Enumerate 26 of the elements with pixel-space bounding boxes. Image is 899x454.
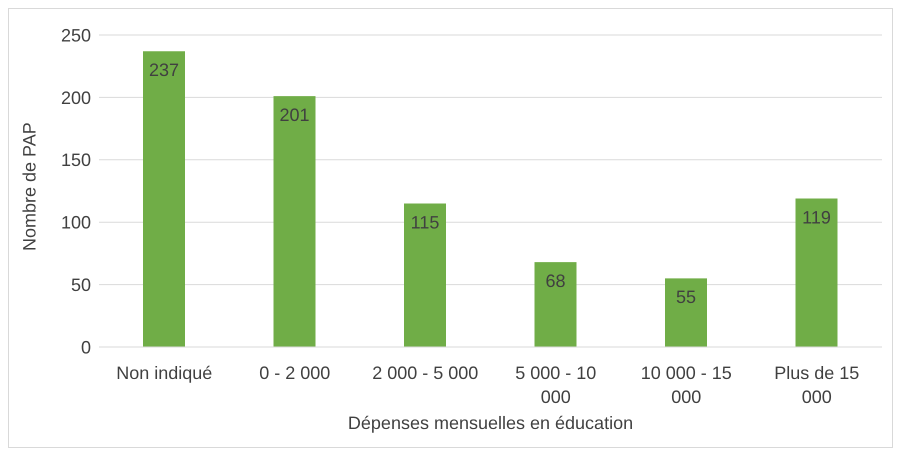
bar [534, 262, 576, 347]
bar [796, 198, 838, 347]
y-axis-title: Nombre de PAP [19, 122, 40, 251]
data-label: 201 [279, 104, 310, 125]
data-label: 68 [545, 270, 566, 291]
y-tick-label: 100 [60, 212, 91, 233]
x-tick-label: 5 000 - 10 000 [515, 363, 596, 407]
y-tick-label: 50 [70, 274, 91, 295]
x-tick-label: Plus de 15 000 [774, 363, 860, 407]
data-label: 55 [676, 287, 696, 308]
x-tick-label: Non indiqué [116, 363, 212, 383]
bar [274, 96, 316, 347]
y-tick-label: 250 [60, 25, 91, 46]
data-label: 119 [802, 207, 831, 228]
y-tick-label: 150 [60, 150, 91, 170]
bar [143, 51, 185, 347]
bar [404, 203, 446, 347]
x-tick-label: 10 000 - 15 000 [640, 363, 732, 407]
x-tick-label: 0 - 2 000 [259, 363, 330, 383]
data-label: 237 [148, 60, 180, 80]
data-label: 115 [410, 212, 440, 232]
y-tick-label: 0 [80, 337, 91, 358]
x-tick-label: 2 000 - 5 000 [372, 363, 478, 383]
x-axis-title: Dépenses mensuelles en éducation [348, 413, 634, 433]
y-tick-label: 200 [60, 88, 91, 108]
bar [665, 278, 707, 347]
